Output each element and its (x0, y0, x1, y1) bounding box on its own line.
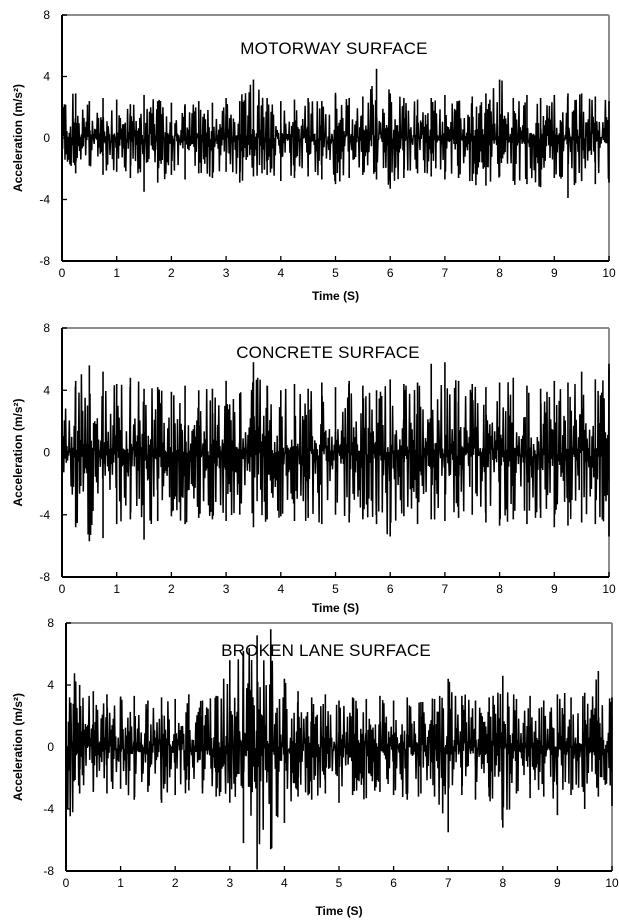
x-tick-label: 10 (605, 876, 619, 890)
x-tick-label: 7 (442, 582, 449, 596)
x-axis-label: Time (S) (312, 601, 359, 615)
x-tick-label: 6 (390, 876, 397, 890)
y-tick-label: -4 (39, 193, 50, 207)
y-tick-label: 4 (43, 383, 50, 397)
chart-title: MOTORWAY SURFACE (240, 39, 427, 58)
x-tick-label: 4 (277, 266, 284, 280)
x-tick-label: 1 (113, 266, 120, 280)
x-tick-label: 0 (59, 266, 66, 280)
x-tick-label: 1 (117, 876, 124, 890)
x-tick-label: 9 (551, 582, 558, 596)
x-tick-label: 4 (281, 876, 288, 890)
chart-title: CONCRETE SURFACE (236, 343, 420, 362)
x-tick-label: 7 (445, 876, 452, 890)
x-tick-label: 8 (496, 582, 503, 596)
x-tick-label: 1 (113, 582, 120, 596)
x-tick-label: 8 (496, 266, 503, 280)
y-axis-label: Acceleration (m/s²) (11, 84, 25, 192)
y-tick-label: 4 (43, 70, 50, 84)
y-tick-label: 0 (43, 446, 50, 460)
x-tick-label: 7 (442, 266, 449, 280)
x-tick-label: 0 (63, 876, 70, 890)
x-axis-label: Time (S) (312, 289, 359, 303)
x-tick-label: 3 (223, 582, 230, 596)
y-axis-label: Acceleration (m/s²) (11, 398, 25, 506)
x-tick-label: 4 (277, 582, 284, 596)
acceleration-series-line (61, 80, 610, 187)
y-tick-label: -4 (39, 508, 50, 522)
y-tick-label: 8 (47, 616, 54, 630)
x-tick-label: 10 (602, 582, 616, 596)
y-tick-label: 0 (47, 740, 54, 754)
x-tick-label: 3 (223, 266, 230, 280)
x-tick-label: 2 (168, 582, 175, 596)
x-tick-label: 8 (499, 876, 506, 890)
x-tick-label: 9 (551, 266, 558, 280)
y-tick-label: -8 (39, 570, 50, 584)
y-tick-label: -8 (43, 864, 54, 878)
y-tick-label: 8 (43, 8, 50, 22)
y-tick-label: 4 (47, 678, 54, 692)
y-tick-label: -8 (39, 254, 50, 268)
chart-panel-3: 0 1 2 3 4 5 6 7 8 9 10 8 4 0 -4 -8 BROKEN LANE SURFACE Ti… (11, 616, 619, 918)
y-tick-label: -4 (43, 802, 54, 816)
x-tick-label: 10 (602, 266, 616, 280)
x-tick-label: 9 (554, 876, 561, 890)
y-tick-label: 0 (43, 131, 50, 145)
chart-panel-1: 0 1 2 3 4 5 6 7 8 9 10 8 4 0 -4 -8 MOTORWAY SURFACE Time … (11, 8, 616, 303)
chart-panel-2: 0 1 2 3 4 5 6 7 8 9 10 8 4 0 -4 -8 CONCRETE SURFACE Time … (11, 321, 616, 615)
chart-title: BROKEN LANE SURFACE (221, 641, 431, 660)
x-axis-label: Time (S) (315, 904, 362, 918)
x-tick-label: 0 (59, 582, 66, 596)
y-tick-label: 8 (43, 321, 50, 335)
y-axis-label: Acceleration (m/s²) (11, 693, 25, 801)
x-tick-label: 2 (172, 876, 179, 890)
x-tick-label: 6 (387, 582, 394, 596)
x-tick-label: 5 (332, 266, 339, 280)
x-tick-label: 2 (168, 266, 175, 280)
x-tick-label: 6 (387, 266, 394, 280)
x-tick-label: 5 (336, 876, 343, 890)
x-tick-label: 5 (332, 582, 339, 596)
x-tick-label: 3 (226, 876, 233, 890)
